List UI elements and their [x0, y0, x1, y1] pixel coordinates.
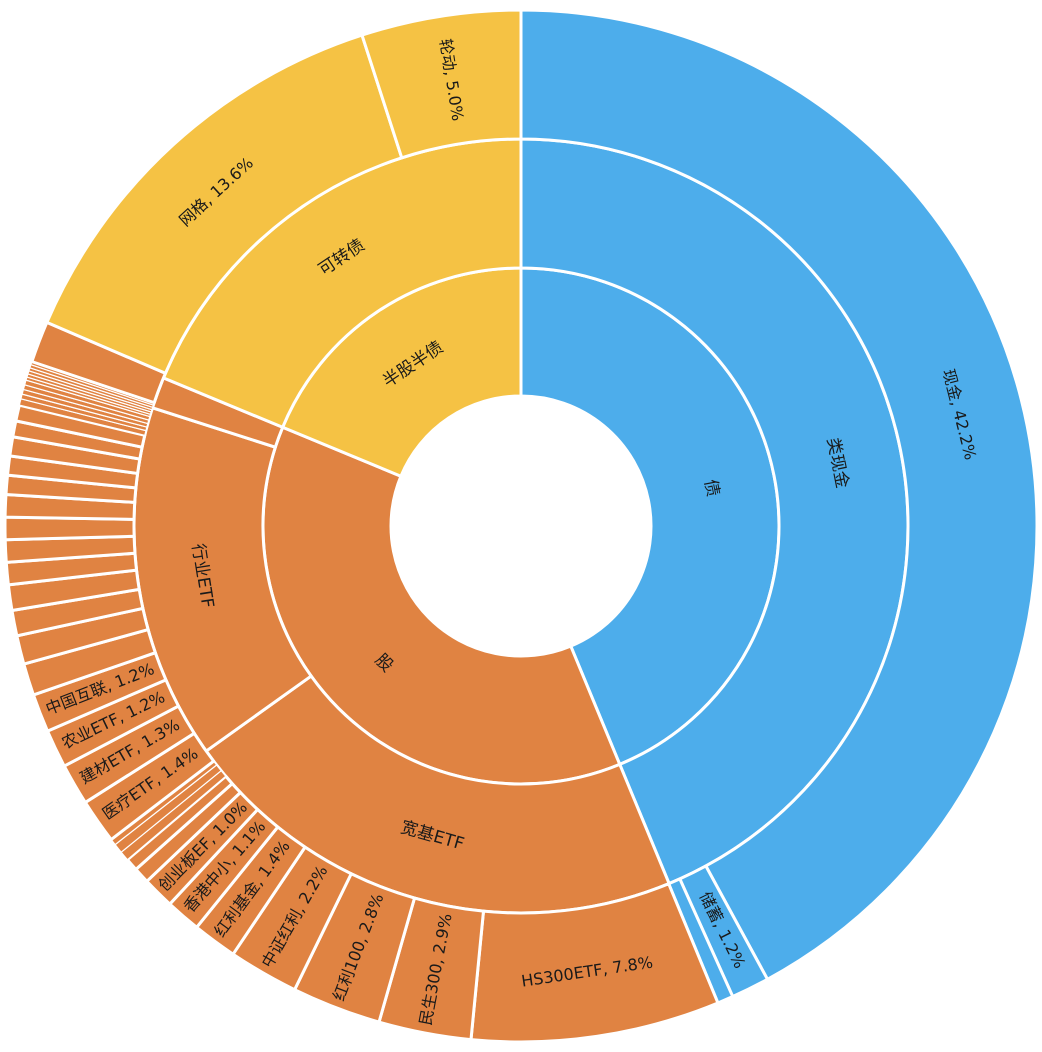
segment-outer-unlabeled-25[interactable] — [3, 515, 136, 542]
segment-outer-轮动-45[interactable] — [360, 8, 523, 160]
label-inner-债-0: 债 — [700, 478, 723, 499]
ring-middle — [132, 137, 910, 915]
ring-outer — [3, 8, 1039, 1044]
ring-inner — [261, 266, 781, 786]
segment-outer-现金-0[interactable] — [519, 8, 1039, 981]
